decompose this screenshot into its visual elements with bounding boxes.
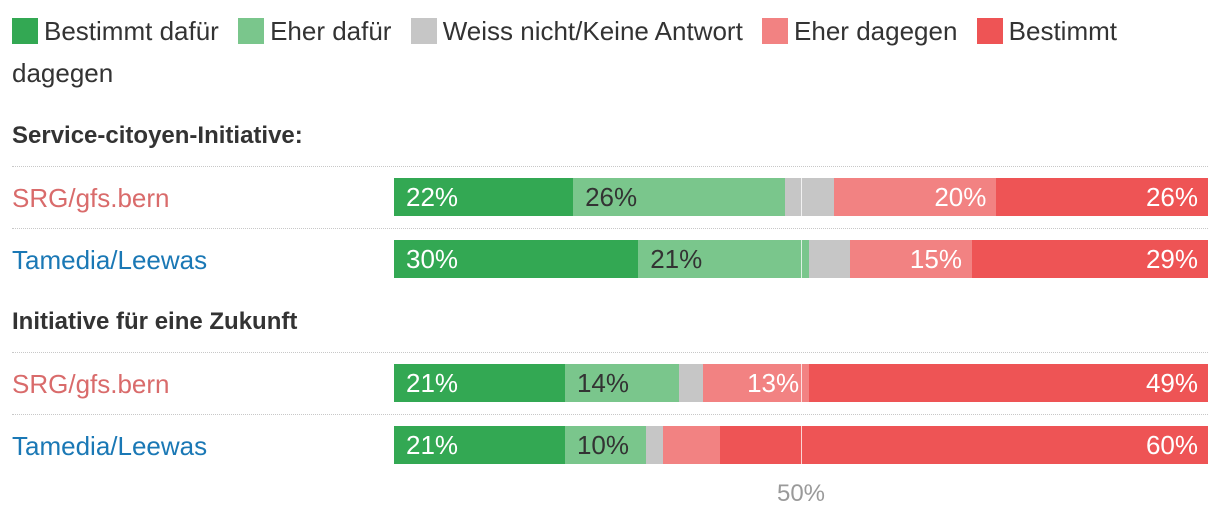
seg-eher-dagegen	[849, 240, 972, 278]
separator	[12, 166, 1208, 167]
legend-swatch	[976, 18, 1003, 44]
legend-item-bestimmt-dafuer: Bestimmt dafür	[12, 16, 219, 46]
legend-swatch	[410, 18, 437, 44]
stacked-bar-row: 22% 26% 20% 26%	[394, 178, 1208, 216]
seg-eher-dafuer	[564, 426, 647, 464]
seg-bestimmt-dafuer	[394, 240, 639, 278]
legend-item-eher-dafuer: Eher dafür	[238, 16, 391, 46]
stacked-bar-row: 21% 14% 13% 49%	[394, 364, 1208, 402]
data-label: 13%	[747, 368, 800, 398]
data-label: 15%	[909, 244, 962, 274]
seg-eher-dafuer	[573, 178, 785, 216]
separator	[12, 414, 1208, 415]
data-label: 14%	[576, 368, 629, 398]
data-label: 30%	[406, 244, 459, 274]
row-label-tamedia-2: Tamedia/Leewas	[12, 431, 208, 461]
data-label: 20%	[934, 182, 987, 212]
seg-eher-dafuer	[638, 240, 810, 278]
seg-weiss-nicht	[646, 426, 663, 464]
data-label: 49%	[1145, 368, 1198, 398]
legend-label: Bestimmt dafür	[44, 16, 219, 46]
seg-bestimmt-dafuer	[394, 364, 565, 402]
data-label: 60%	[1145, 430, 1198, 460]
group-title-initiative-zukunft: Initiative für eine Zukunft	[12, 308, 298, 335]
legend-label: Eher dafür	[270, 16, 392, 46]
legend-swatch	[762, 18, 789, 44]
seg-eher-dagegen	[703, 364, 810, 402]
axis-tick-50: 50%	[776, 480, 826, 507]
row-label-srg-2: SRG/gfs.bern	[12, 369, 170, 399]
data-label: 21%	[406, 430, 459, 460]
data-label: 29%	[1145, 244, 1198, 274]
stacked-bar-row: 30% 21% 15% 29%	[394, 240, 1208, 278]
group-title-service-citoyen: Service-citoyen-Initiative:	[12, 122, 303, 149]
legend-label: Weiss nicht/Keine Antwort	[442, 16, 743, 46]
seg-eher-dafuer	[564, 364, 679, 402]
legend-label: Eher dagegen	[794, 16, 958, 46]
legend-swatch	[12, 18, 38, 44]
legend-item-eher-dagegen: Eher dagegen	[762, 16, 957, 46]
row-label-srg-1: SRG/gfs.bern	[12, 183, 170, 213]
legend-label: Bestimmt dagegen	[12, 16, 1117, 88]
midline-50	[801, 364, 802, 402]
data-label: 10%	[576, 430, 629, 460]
separator	[12, 352, 1208, 353]
seg-weiss-nicht	[784, 178, 834, 216]
data-label: 22%	[406, 182, 459, 212]
legend-item-bestimmt-dagegen: Bestimmt dagegen	[12, 16, 1117, 88]
legend: Bestimmt dafür Eher dafür Weiss nicht/Ke…	[12, 10, 1208, 94]
seg-bestimmt-dafuer	[394, 178, 574, 216]
seg-bestimmt-dagegen	[809, 364, 1208, 402]
separator	[12, 228, 1208, 229]
midline-50	[801, 240, 802, 278]
seg-bestimmt-dagegen	[971, 240, 1208, 278]
seg-weiss-nicht	[678, 364, 704, 402]
stacked-bar-row: 21% 10% 60%	[394, 426, 1208, 464]
seg-eher-dagegen	[662, 426, 720, 464]
seg-weiss-nicht	[809, 240, 850, 278]
row-label-tamedia-1: Tamedia/Leewas	[12, 245, 208, 275]
midline-50	[801, 178, 802, 216]
seg-eher-dagegen	[833, 178, 997, 216]
midline-50	[801, 426, 802, 464]
data-label: 26%	[585, 182, 638, 212]
seg-bestimmt-dagegen	[996, 178, 1208, 216]
legend-item-weiss-nicht: Weiss nicht/Keine Antwort	[410, 16, 743, 46]
legend-swatch	[238, 18, 265, 44]
data-label: 21%	[406, 368, 459, 398]
data-label: 26%	[1145, 182, 1198, 212]
seg-bestimmt-dagegen	[719, 426, 1208, 464]
seg-bestimmt-dafuer	[394, 426, 565, 464]
data-label: 21%	[650, 244, 703, 274]
